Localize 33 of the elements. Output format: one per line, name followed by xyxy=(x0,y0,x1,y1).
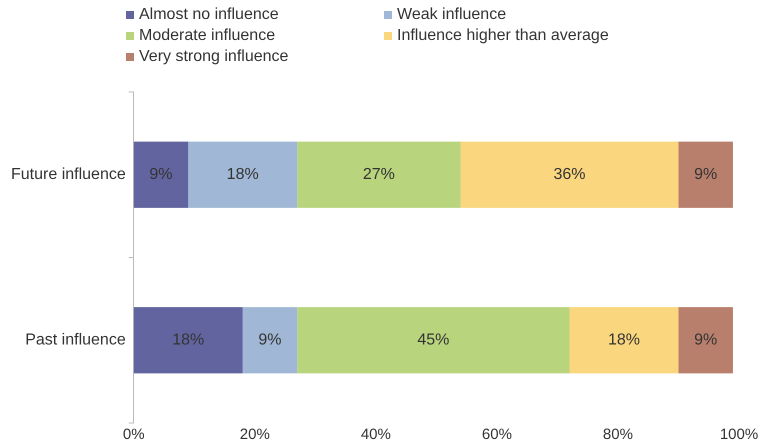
x-tick-label: 80% xyxy=(602,426,633,444)
legend-label: Moderate influence xyxy=(139,27,276,45)
data-label: 18% xyxy=(608,332,640,349)
x-tick-label: 0% xyxy=(122,426,145,444)
bar xyxy=(678,307,733,374)
legend-label: Weak influence xyxy=(397,6,506,24)
data-label: 45% xyxy=(417,332,450,349)
legend-label: Almost no influence xyxy=(139,6,279,24)
bar xyxy=(134,142,188,208)
bar xyxy=(297,307,570,374)
x-tick-label: 100% xyxy=(720,426,758,444)
data-label: 9% xyxy=(149,166,173,184)
y-tick-label: Future influence xyxy=(11,166,126,184)
bar xyxy=(242,307,298,374)
y-tick-label: Past influence xyxy=(25,332,126,349)
data-label: 36% xyxy=(554,166,586,184)
x-tick-label: 20% xyxy=(240,426,270,444)
data-label: 9% xyxy=(258,332,282,349)
x-tick-label: 60% xyxy=(482,426,512,444)
data-label: 9% xyxy=(694,166,718,184)
legend-label: Influence higher than average xyxy=(397,27,609,45)
data-label: 27% xyxy=(362,166,395,184)
bar xyxy=(297,142,461,208)
legend-label: Very strong influence xyxy=(139,48,288,66)
bar xyxy=(134,307,243,374)
bar xyxy=(570,307,678,374)
data-label: 18% xyxy=(226,166,259,184)
x-tick-label: 40% xyxy=(360,426,391,444)
data-label: 9% xyxy=(694,332,718,349)
bar xyxy=(188,142,298,208)
bar xyxy=(678,142,733,208)
data-label: 18% xyxy=(172,332,204,349)
bar xyxy=(460,142,678,208)
